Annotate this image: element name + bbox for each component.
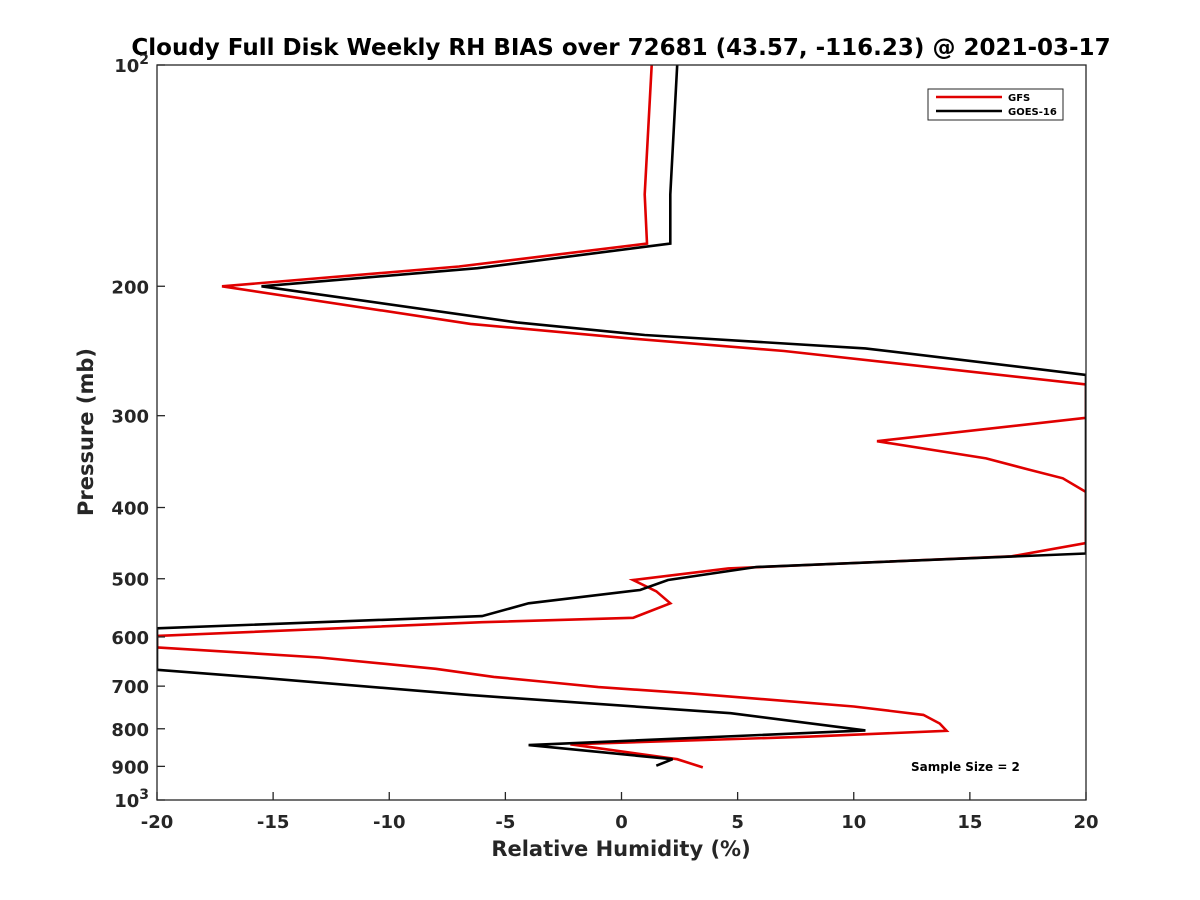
x-tick-label: -15: [257, 812, 290, 833]
y-tick-label: 103: [114, 787, 149, 812]
x-tick-label: 0: [615, 812, 628, 833]
y-tick-label: 600: [111, 628, 149, 649]
y-tick-label: 700: [111, 677, 149, 698]
y-axis-label: Pressure (mb): [74, 348, 98, 516]
sample-size-annotation: Sample Size = 2: [911, 760, 1020, 774]
y-tick-label: 400: [111, 499, 149, 520]
legend-label-gfs: GFS: [1008, 93, 1030, 104]
y-tick-label: 800: [111, 720, 149, 741]
y-tick-label: 300: [111, 407, 149, 428]
x-tick-label: 20: [1073, 812, 1098, 833]
x-tick-label: -5: [495, 812, 515, 833]
x-axis-label: Relative Humidity (%): [491, 837, 750, 861]
chart-title: Cloudy Full Disk Weekly RH BIAS over 726…: [131, 35, 1110, 61]
series-line-goes16: [157, 65, 1086, 767]
x-axis: -20 -15 -10 -5 0 5 10 15 20: [141, 792, 1099, 833]
y-tick-label: 102: [114, 52, 149, 77]
legend-box: [927, 88, 1064, 121]
x-tick-label: 5: [731, 812, 744, 833]
x-tick-label: 10: [841, 812, 866, 833]
x-tick-label: 15: [957, 812, 982, 833]
y-tick-label: 500: [111, 570, 149, 591]
y-tick-label: 200: [111, 277, 149, 298]
y-tick-label: 900: [111, 757, 149, 778]
y-axis: 102 200 300 400 500 600 700 800 900 103: [111, 52, 165, 812]
legend-label-goes16: GOES-16: [1008, 107, 1057, 118]
legend: GFS GOES-16: [927, 88, 1064, 121]
x-tick-label: -20: [141, 812, 174, 833]
x-tick-label: -10: [373, 812, 406, 833]
series-layer: [157, 65, 1086, 769]
series-line-gfs: [157, 65, 1086, 769]
